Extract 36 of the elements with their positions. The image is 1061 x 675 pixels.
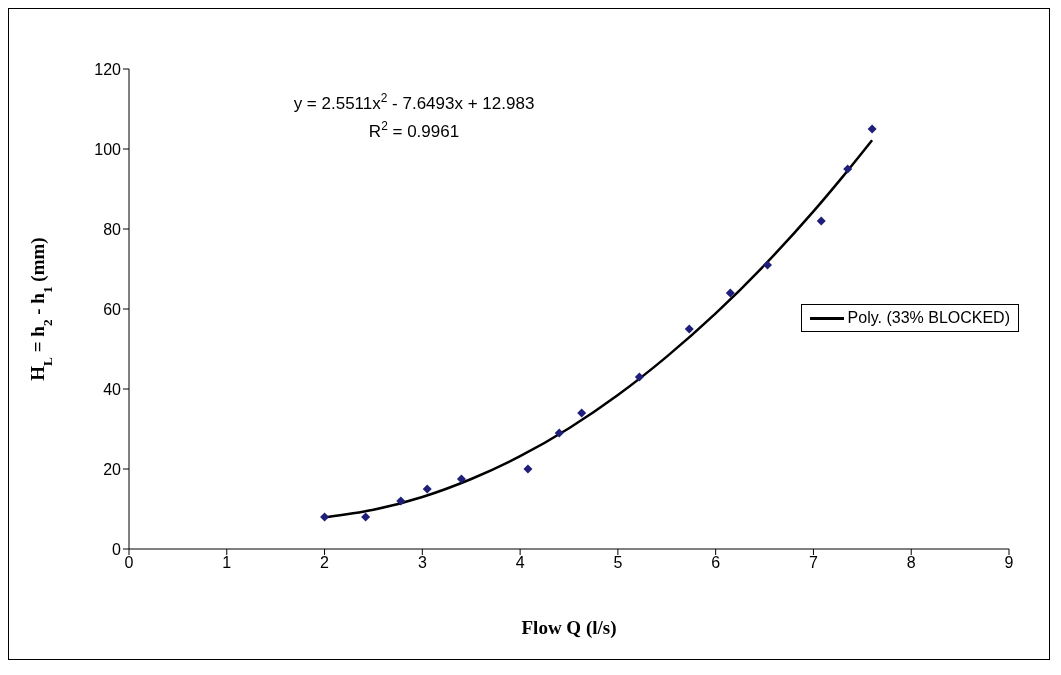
point (684, 324, 694, 334)
x-axis-title: Flow Q (l/s) (521, 617, 617, 639)
x-tick-label: 4 (515, 554, 525, 572)
point (634, 372, 644, 382)
x-tick-label: 6 (711, 554, 721, 572)
point (523, 464, 533, 474)
x-tick-label: 1 (222, 554, 232, 572)
annotation: R$^{2}$ = 0.9961 (368, 119, 460, 141)
point (725, 288, 735, 298)
x-tick-label: 7 (808, 554, 818, 572)
point (456, 474, 466, 484)
y-tick-label: 120 (94, 60, 122, 78)
point (361, 512, 371, 522)
y-tick-label: 20 (103, 460, 122, 478)
point (422, 484, 432, 494)
annotation: y = 2.5511x$^{2}$ - 7.6493x + 12.983 (293, 91, 535, 113)
x-tick-label: 9 (1004, 554, 1014, 572)
point (577, 408, 587, 418)
x-tick-label: 0 (124, 554, 134, 572)
point (320, 512, 330, 522)
x-tick-label: 3 (417, 554, 427, 572)
y-tick-label: 40 (103, 380, 122, 398)
x-tick-label: 2 (320, 554, 330, 572)
point (554, 428, 564, 438)
point (396, 496, 406, 506)
point (843, 164, 853, 174)
x-tick-label: 5 (613, 554, 623, 572)
legend-label: Poly. (33% BLOCKED) (847, 309, 1010, 327)
y-tick-label: 80 (103, 220, 122, 238)
x-tick-label: 8 (906, 554, 916, 572)
point (867, 124, 877, 134)
y-tick-label: 0 (112, 540, 122, 558)
point (762, 260, 772, 270)
point (816, 216, 826, 226)
y-tick-label: 100 (94, 140, 122, 158)
y-tick-label: 60 (103, 300, 122, 318)
